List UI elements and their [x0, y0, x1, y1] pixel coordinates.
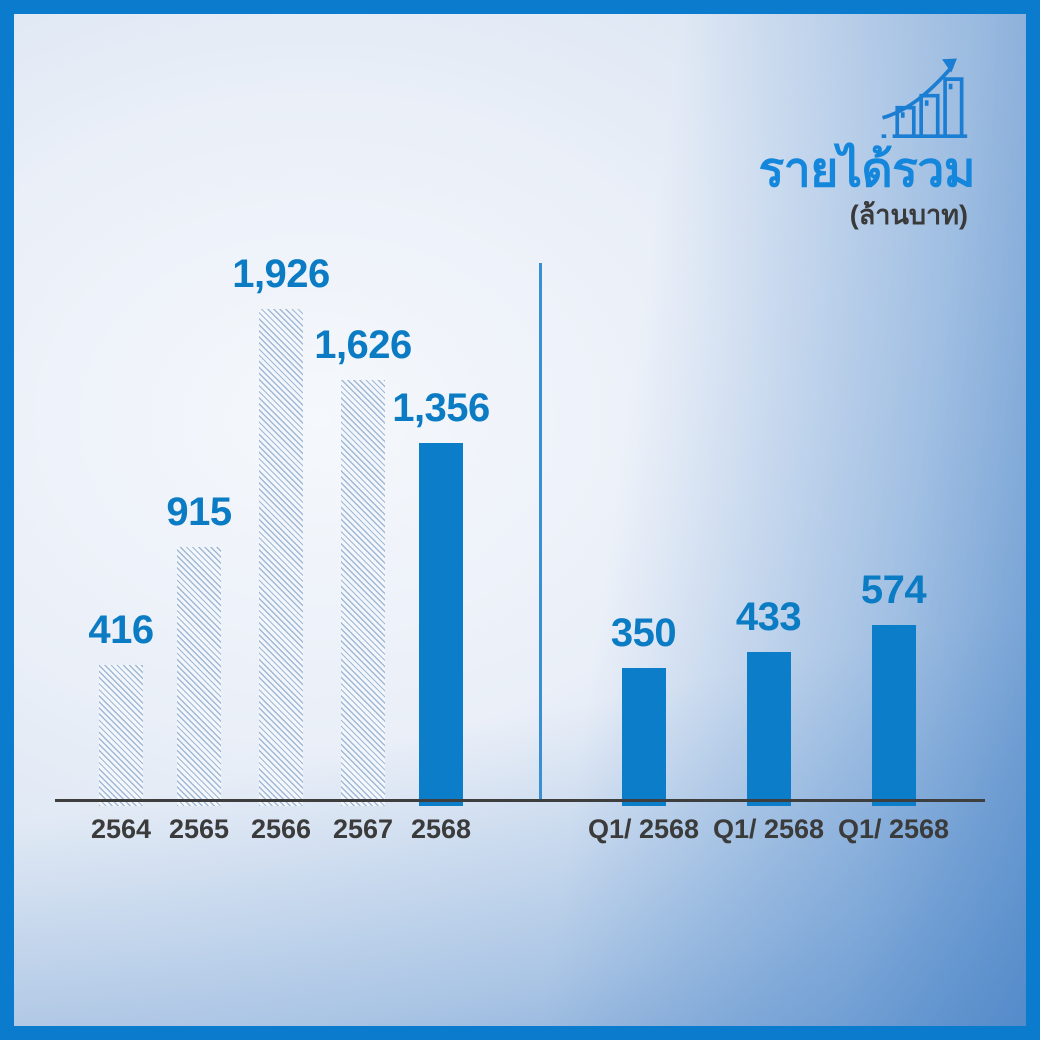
bar-annual-revenue-3	[341, 380, 385, 806]
bar-quarterly-revenue-1	[746, 652, 791, 806]
bar-value-label: 433	[735, 595, 802, 639]
x-axis-line	[55, 799, 985, 802]
bar-value-label: 416	[88, 608, 154, 652]
bar-value-label: 350	[610, 611, 677, 655]
group-divider-line	[539, 263, 542, 801]
bar-annual-revenue-4	[419, 443, 463, 806]
bar-quarterly-revenue-0	[621, 668, 666, 806]
x-axis-label: 2564	[90, 814, 152, 844]
bar-chart: 416 2564 915 2565 1,926 2566 1,626 2567 1,356 256…	[14, 14, 1026, 1026]
bar-annual-revenue-2	[259, 309, 303, 806]
growth-chart-icon	[881, 58, 968, 139]
x-axis-label: 2567	[332, 814, 394, 844]
x-axis-label: Q1/ 2568	[837, 814, 950, 844]
bar-value-label: 915	[166, 490, 232, 534]
bar-quarterly-revenue-2	[871, 625, 916, 806]
x-axis-label: 2568	[410, 814, 472, 844]
bar-value-label: 1,356	[392, 386, 490, 430]
x-axis-label: Q1/ 2568	[587, 814, 700, 844]
bar-annual-revenue-0	[99, 665, 143, 806]
bar-value-label: 574	[860, 568, 927, 612]
x-axis-label: Q1/ 2568	[712, 814, 825, 844]
unit-label: (ล้านบาท)	[849, 200, 968, 230]
x-axis-label: 2566	[250, 814, 312, 844]
page-title: รายได้รวม	[758, 144, 975, 197]
chart-background: รายได้รวม (ล้านบาท) 416 2564 915 2565 1,926 2…	[14, 14, 1026, 1026]
x-axis-label: 2565	[168, 814, 230, 844]
bar-value-label: 1,926	[232, 252, 330, 296]
bar-value-label: 1,626	[314, 323, 412, 367]
header: รายได้รวม (ล้านบาท)	[758, 55, 975, 229]
bar-annual-revenue-1	[177, 547, 221, 806]
